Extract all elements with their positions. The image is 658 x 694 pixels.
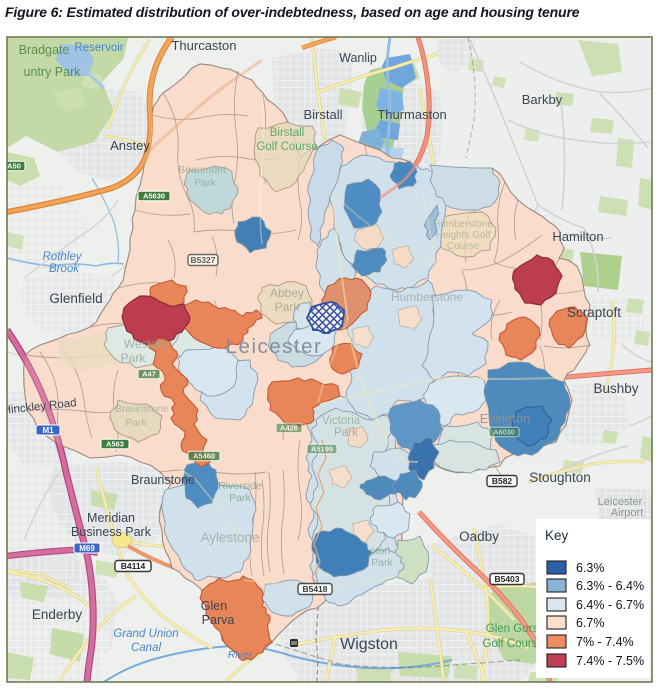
svg-text:7% - 7.4%: 7% - 7.4%: [576, 635, 634, 649]
svg-text:Stoughton: Stoughton: [529, 470, 591, 485]
svg-text:Victoria: Victoria: [322, 415, 361, 427]
svg-text:Meridian: Meridian: [87, 511, 135, 525]
svg-text:Bradgate: Bradgate: [19, 43, 70, 57]
svg-text:Leicester: Leicester: [598, 496, 643, 508]
svg-text:Bushby: Bushby: [593, 381, 638, 396]
svg-text:Airport: Airport: [611, 507, 643, 519]
svg-text:Business Park: Business Park: [71, 525, 152, 539]
svg-text:Leicester: Leicester: [226, 335, 323, 358]
svg-text:untry Park: untry Park: [24, 65, 82, 79]
svg-text:A47: A47: [142, 370, 156, 379]
svg-text:Wigston: Wigston: [340, 636, 398, 653]
svg-text:Oadby: Oadby: [459, 529, 499, 544]
svg-text:Key: Key: [545, 528, 569, 543]
svg-text:A6030: A6030: [493, 428, 515, 437]
svg-text:Canal: Canal: [131, 642, 161, 654]
svg-text:A5460: A5460: [193, 452, 215, 461]
svg-text:6.7%: 6.7%: [576, 616, 605, 630]
svg-text:B582: B582: [492, 476, 513, 486]
svg-text:Anstey: Anstey: [110, 138, 150, 153]
svg-text:Humberstone: Humberstone: [433, 219, 493, 230]
svg-text:Park: Park: [371, 557, 393, 569]
svg-text:Braunstone: Braunstone: [131, 473, 195, 487]
svg-text:Wanlip: Wanlip: [339, 51, 377, 65]
svg-text:Glen Gors: Glen Gors: [486, 623, 539, 635]
svg-text:A426: A426: [280, 424, 298, 433]
svg-text:Scraptoft: Scraptoft: [567, 305, 621, 320]
svg-text:Grand Union: Grand Union: [113, 628, 178, 640]
svg-text:Glenfield: Glenfield: [49, 291, 102, 306]
svg-text:Thurmaston: Thurmaston: [377, 107, 446, 122]
svg-text:Park: Park: [275, 300, 301, 314]
svg-text:6.3% - 6.4%: 6.3% - 6.4%: [576, 579, 644, 593]
svg-text:Parva: Parva: [202, 613, 235, 627]
svg-text:Park: Park: [121, 351, 147, 365]
svg-text:6.3%: 6.3%: [576, 561, 605, 575]
svg-text:Brook: Brook: [49, 263, 80, 275]
svg-text:Aylestone: Aylestone: [200, 530, 259, 545]
svg-text:Evington: Evington: [480, 411, 531, 426]
svg-text:Glen: Glen: [201, 599, 227, 613]
svg-text:B5418: B5418: [302, 584, 327, 594]
svg-text:M69: M69: [79, 544, 95, 553]
svg-text:A5630: A5630: [143, 192, 165, 201]
svg-text:Beaumont: Beaumont: [178, 164, 226, 176]
svg-text:Barkby: Barkby: [522, 92, 563, 107]
svg-text:M1: M1: [42, 426, 54, 435]
svg-text:Park: Park: [334, 427, 358, 439]
svg-text:Western: Western: [124, 337, 168, 351]
svg-text:A50: A50: [7, 162, 21, 171]
svg-text:B4114: B4114: [121, 561, 146, 571]
svg-text:Braunstone: Braunstone: [115, 403, 169, 415]
svg-text:River: River: [228, 649, 253, 661]
svg-text:Course: Course: [447, 241, 480, 252]
svg-text:Rothley: Rothley: [43, 251, 83, 263]
svg-text:Figure 6: Estimated distributi: Figure 6: Estimated distribution of over…: [5, 4, 580, 20]
svg-text:7.4% - 7.5%: 7.4% - 7.5%: [576, 654, 644, 668]
svg-text:A5199: A5199: [311, 445, 333, 454]
svg-text:nton: nton: [370, 545, 391, 557]
svg-text:B5403: B5403: [494, 574, 519, 584]
svg-text:Reservoir: Reservoir: [74, 42, 123, 54]
svg-text:Humberstone: Humberstone: [391, 290, 463, 304]
svg-text:Hamilton: Hamilton: [552, 229, 603, 244]
svg-text:Birstall: Birstall: [270, 127, 305, 139]
svg-text:A563: A563: [106, 440, 124, 449]
svg-text:Birstall: Birstall: [303, 107, 342, 122]
svg-text:B5327: B5327: [190, 255, 215, 265]
svg-text:Thurcaston: Thurcaston: [171, 38, 236, 53]
svg-text:6.4% - 6.7%: 6.4% - 6.7%: [576, 598, 644, 612]
svg-text:Golf Cours: Golf Cours: [483, 638, 538, 650]
svg-text:Heights Golf: Heights Golf: [435, 230, 490, 241]
svg-text:Park: Park: [229, 492, 251, 504]
svg-text:Park: Park: [125, 417, 147, 429]
svg-text:Abbey: Abbey: [270, 286, 304, 300]
svg-text:Park: Park: [194, 177, 216, 189]
svg-text:Riverside: Riverside: [218, 480, 262, 492]
svg-text:Golf Course: Golf Course: [256, 141, 317, 153]
svg-text:Enderby: Enderby: [32, 607, 83, 622]
